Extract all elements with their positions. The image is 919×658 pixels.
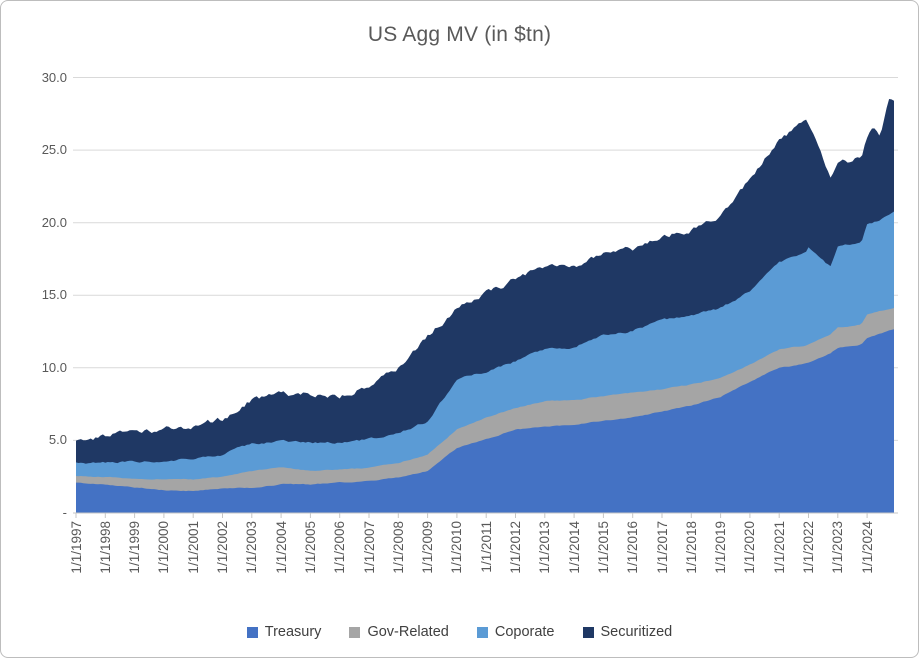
x-axis-label: 1/1/2016 <box>625 521 641 574</box>
x-axis-label: 1/1/2023 <box>830 521 846 574</box>
y-axis-label: 20.0 <box>41 215 67 230</box>
x-axis-label: 1/1/2022 <box>801 521 816 574</box>
chart-title: US Agg MV (in $tn) <box>367 23 552 46</box>
legend: Treasury Gov-Related Coporate Securitized <box>1 624 918 640</box>
x-axis-label: 1/1/1997 <box>68 521 84 574</box>
y-axis-label: - <box>62 505 67 520</box>
legend-item-gov-related: Gov-Related <box>349 624 449 640</box>
legend-label: Securitized <box>600 624 673 640</box>
x-axis-label: 1/1/2003 <box>244 521 260 574</box>
x-axis-label: 1/1/2014 <box>566 521 582 574</box>
legend-item-treasury: Treasury <box>246 624 322 640</box>
x-axis-label: 1/1/2004 <box>273 521 289 574</box>
x-axis-label: 1/1/2021 <box>771 521 787 574</box>
x-axis-label: 1/1/2008 <box>390 521 406 574</box>
legend-label: Coporate <box>494 624 555 640</box>
legend-swatch-icon <box>246 626 258 638</box>
x-axis-label: 1/1/2005 <box>302 521 318 574</box>
x-axis-label: 1/1/2009 <box>420 521 436 574</box>
x-axis-label: 1/1/1999 <box>127 521 143 574</box>
x-axis-label: 1/1/2015 <box>595 521 611 574</box>
x-axis-label: 1/1/2011 <box>478 521 494 573</box>
x-axis-label: 1/1/2006 <box>332 521 348 574</box>
area-treasury <box>76 329 894 513</box>
y-axis-label: 30.0 <box>41 70 67 85</box>
x-axis-label: 1/1/2019 <box>713 521 729 574</box>
legend-swatch-icon <box>582 626 594 638</box>
legend-label: Gov-Related <box>367 624 449 640</box>
x-axis-label: 1/1/2018 <box>683 521 699 574</box>
y-axis-label: 5.0 <box>48 432 67 447</box>
legend-swatch-icon <box>476 626 488 638</box>
x-axis-label: 1/1/1998 <box>97 521 113 574</box>
x-axis-label: 1/1/2002 <box>215 521 230 574</box>
x-axis-label: 1/1/2007 <box>361 521 377 574</box>
y-axis-label: 10.0 <box>41 360 67 375</box>
legend-label: Treasury <box>264 624 322 640</box>
x-axis-label: 1/1/2001 <box>185 521 201 574</box>
x-axis-label: 1/1/2012 <box>508 521 523 574</box>
legend-item-securitized: Securitized <box>582 624 673 640</box>
x-axis-label: 1/1/2017 <box>654 521 670 574</box>
x-axis-label: 1/1/2010 <box>449 521 465 574</box>
y-axis-label: 15.0 <box>41 287 67 302</box>
x-axis-label: 1/1/2020 <box>742 521 758 574</box>
x-axis-label: 1/1/2013 <box>537 521 553 574</box>
legend-swatch-icon <box>349 626 361 638</box>
x-axis-label: 1/1/2024 <box>859 521 875 574</box>
y-axis-label: 25.0 <box>41 142 67 157</box>
x-axis-label: 1/1/2000 <box>156 521 172 574</box>
legend-item-coporate: Coporate <box>476 624 555 640</box>
